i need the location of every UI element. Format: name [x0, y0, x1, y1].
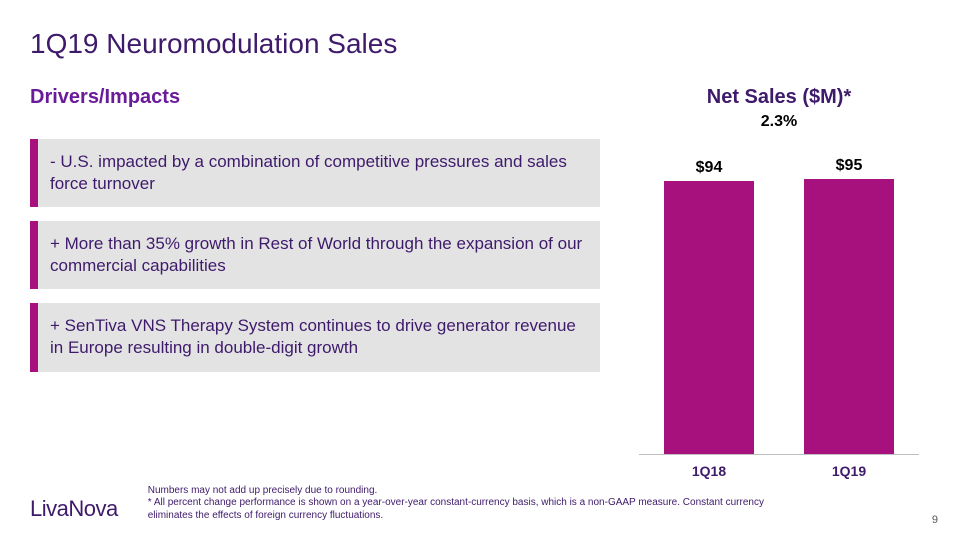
- bar-chart: $94 $95: [639, 135, 919, 455]
- axis-category-label: 1Q18: [664, 463, 754, 479]
- bar-value-label: $95: [836, 157, 863, 175]
- bullet-text: - U.S. impacted by a combination of comp…: [50, 152, 567, 193]
- bullet-item: - U.S. impacted by a combination of comp…: [30, 139, 600, 207]
- bullet-item: + SenTiva VNS Therapy System continues t…: [30, 303, 600, 371]
- bar: [664, 181, 754, 454]
- bullet-item: + More than 35% growth in Rest of World …: [30, 221, 600, 289]
- chart-growth-label: 2.3%: [761, 113, 797, 131]
- bar-wrap: $94: [664, 159, 754, 454]
- bullet-text: + More than 35% growth in Rest of World …: [50, 234, 582, 275]
- chart-title: Net Sales ($M)*: [707, 86, 852, 109]
- axis-category-label: 1Q19: [804, 463, 894, 479]
- content-row: Drivers/Impacts - U.S. impacted by a com…: [30, 86, 928, 485]
- bar: [804, 179, 894, 455]
- page-title: 1Q19 Neuromodulation Sales: [30, 28, 928, 60]
- page-number: 9: [932, 514, 938, 526]
- footnote: Numbers may not add up precisely due to …: [148, 485, 768, 523]
- footnote-line: Numbers may not add up precisely due to …: [148, 485, 768, 498]
- footnote-line: * All percent change performance is show…: [148, 497, 768, 522]
- bullet-text: + SenTiva VNS Therapy System continues t…: [50, 316, 576, 357]
- chart-column: Net Sales ($M)* 2.3% $94 $95 1Q18 1Q19: [630, 86, 928, 485]
- bar-value-label: $94: [696, 159, 723, 177]
- chart-axis-labels: 1Q18 1Q19: [639, 463, 919, 479]
- slide: 1Q19 Neuromodulation Sales Drivers/Impac…: [0, 0, 958, 540]
- bar-wrap: $95: [804, 157, 894, 455]
- drivers-column: Drivers/Impacts - U.S. impacted by a com…: [30, 86, 600, 485]
- logo: LivaNova: [30, 496, 118, 522]
- footer: LivaNova Numbers may not add up precisel…: [30, 485, 928, 523]
- drivers-heading: Drivers/Impacts: [30, 86, 600, 109]
